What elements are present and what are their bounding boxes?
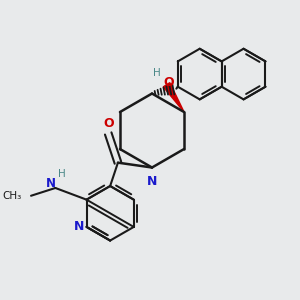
Text: H: H: [58, 169, 66, 179]
Text: O: O: [163, 76, 174, 89]
Text: H: H: [153, 68, 161, 78]
Text: N: N: [147, 175, 157, 188]
Polygon shape: [163, 83, 184, 112]
Text: O: O: [103, 117, 113, 130]
Text: N: N: [46, 177, 56, 190]
Text: N: N: [74, 220, 84, 233]
Text: CH₃: CH₃: [2, 191, 21, 201]
